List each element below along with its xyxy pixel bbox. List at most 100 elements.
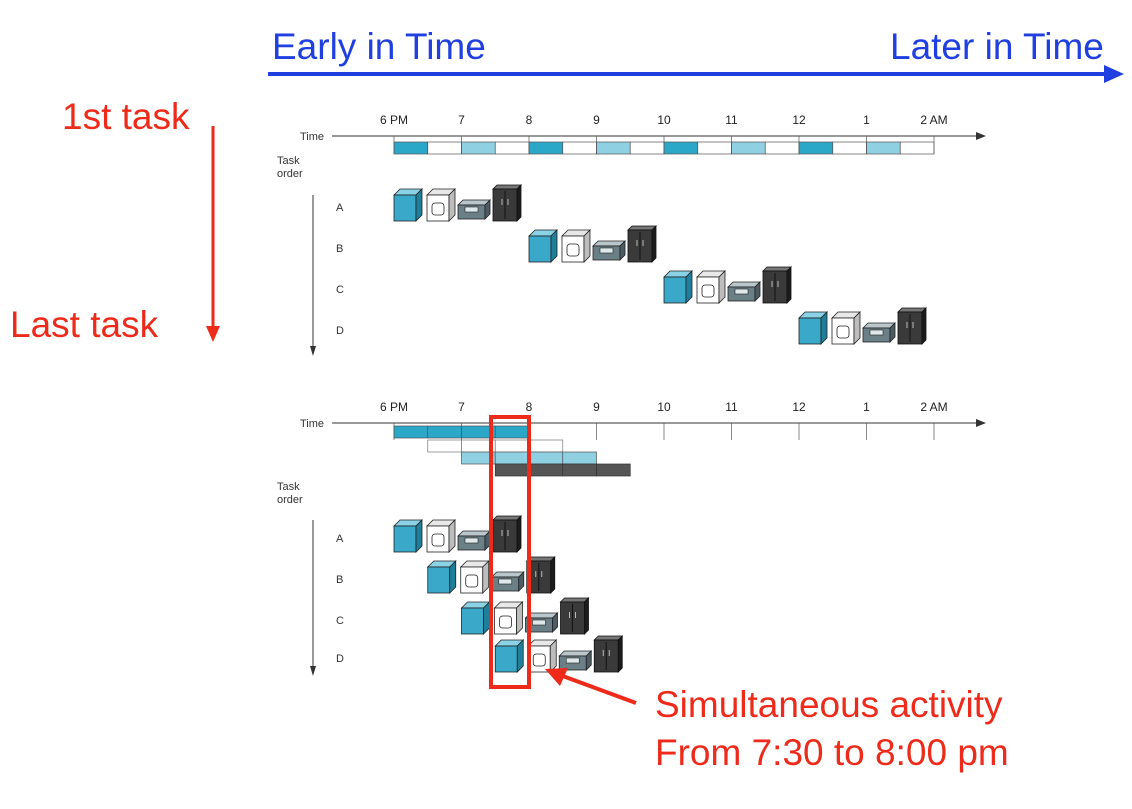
stage-bar-segment — [731, 141, 766, 155]
stage-bar-segment — [494, 141, 530, 155]
stage-bar-segment — [899, 141, 935, 155]
tick-label: 9 — [593, 113, 600, 127]
tick-label: 8 — [526, 400, 533, 414]
stage-bar-segment — [562, 463, 597, 477]
stage-bar-segment — [427, 141, 462, 155]
folder-icon — [524, 612, 559, 633]
stage-bar-segment — [393, 141, 429, 155]
stage-bar-segment — [663, 141, 699, 155]
folder-icon — [558, 650, 593, 671]
folder-icon — [592, 240, 626, 261]
washer-icon — [393, 188, 423, 222]
task-label: C — [336, 284, 344, 296]
washer-icon — [426, 560, 457, 594]
stage-bar-segment — [832, 141, 867, 155]
tick-label: 6 PM — [380, 113, 408, 127]
svg-text:order: order — [277, 494, 303, 506]
task-label: A — [336, 202, 344, 214]
pipelined-timeline: Time 6 PM 7 8 9 10 11 12 1 2 AM Task order A B C D — [277, 400, 986, 676]
tick-label: 11 — [725, 400, 738, 414]
annotation-arrow — [545, 668, 637, 705]
stage-bar-segment — [596, 463, 631, 477]
stage-bar-segment — [629, 141, 665, 155]
early-in-time-label: Early in Time — [272, 26, 486, 67]
task-label: A — [336, 533, 344, 545]
folder-icon — [490, 571, 525, 592]
closet-icon — [627, 225, 657, 263]
tick-label: 12 — [792, 400, 806, 414]
task-label: B — [336, 574, 343, 586]
time-axis-label-2: Time — [300, 418, 324, 430]
stage-bar-segment — [528, 141, 564, 155]
stage-bar-segment — [798, 141, 834, 155]
dryer-icon — [459, 560, 490, 594]
tick-label: 12 — [792, 113, 806, 127]
task-order-label-2: Task — [277, 481, 300, 493]
task-label: B — [336, 243, 343, 255]
closet-icon — [897, 307, 927, 345]
tick-label: 2 AM — [920, 113, 947, 127]
stage-bar-segment — [866, 141, 901, 155]
folder-icon — [862, 322, 896, 343]
closet-icon — [593, 635, 624, 673]
annotation-line1: Simultaneous activity — [655, 684, 1003, 725]
task-label: C — [336, 615, 344, 627]
washer-icon — [494, 639, 525, 673]
tick-label: 2 AM — [920, 400, 947, 414]
dryer-icon — [527, 639, 558, 673]
stage-bar-segment — [494, 451, 530, 465]
stage-bar-segment — [494, 463, 530, 477]
washer-icon — [393, 519, 423, 553]
stage-bar-segment — [461, 141, 496, 155]
dryer-icon — [561, 229, 591, 263]
folder-icon — [457, 530, 491, 551]
stage-bar-segment — [427, 425, 462, 439]
time-direction-arrow — [268, 65, 1124, 83]
later-in-time-label: Later in Time — [890, 26, 1104, 67]
stage-bar-segment — [427, 439, 462, 453]
stage-bar-segment — [562, 141, 597, 155]
tick-label: 1 — [863, 400, 870, 414]
stage-bar-segment — [528, 463, 564, 477]
dryer-icon — [426, 519, 456, 553]
folder-icon — [457, 199, 491, 220]
sequential-timeline: Time 6 PM 7 8 9 10 11 12 1 2 AM Task order A B C D — [277, 113, 986, 356]
stage-bar-segment — [494, 439, 530, 453]
task-order-label: Task — [277, 155, 300, 167]
closet-icon — [762, 266, 792, 304]
tick-label: 7 — [458, 400, 465, 414]
dryer-icon — [831, 311, 861, 345]
annotation-line2: From 7:30 to 8:00 pm — [655, 732, 1009, 773]
washer-icon — [460, 601, 491, 635]
tick-label: 10 — [657, 400, 671, 414]
closet-icon — [492, 184, 522, 222]
tick-label: 9 — [593, 400, 600, 414]
task-label: D — [336, 653, 344, 665]
dryer-icon — [493, 601, 524, 635]
washer-icon — [528, 229, 558, 263]
tick-label: 8 — [526, 113, 533, 127]
stage-bar-segment — [697, 141, 732, 155]
stage-bar-segment — [494, 425, 530, 439]
dryer-icon — [696, 270, 726, 304]
stage-bar-segment — [562, 451, 597, 465]
washer-icon — [798, 311, 828, 345]
first-task-label: 1st task — [62, 96, 190, 137]
stage-bar-segment — [528, 451, 564, 465]
task-label: D — [336, 325, 344, 337]
stage-bar-segment — [764, 141, 800, 155]
last-task-label: Last task — [10, 304, 159, 345]
simultaneous-highlight-box — [489, 415, 531, 689]
washer-icon — [663, 270, 693, 304]
stage-bar-segment — [528, 439, 564, 453]
tick-label: 1 — [863, 113, 870, 127]
tick-label: 6 PM — [380, 400, 408, 414]
closet-icon — [559, 597, 590, 635]
svg-text:order: order — [277, 168, 303, 180]
task-order-red-arrow — [206, 126, 220, 342]
tick-label: 11 — [725, 113, 738, 127]
tick-label: 7 — [458, 113, 465, 127]
closet-icon — [492, 515, 522, 553]
time-axis-label: Time — [300, 131, 324, 143]
